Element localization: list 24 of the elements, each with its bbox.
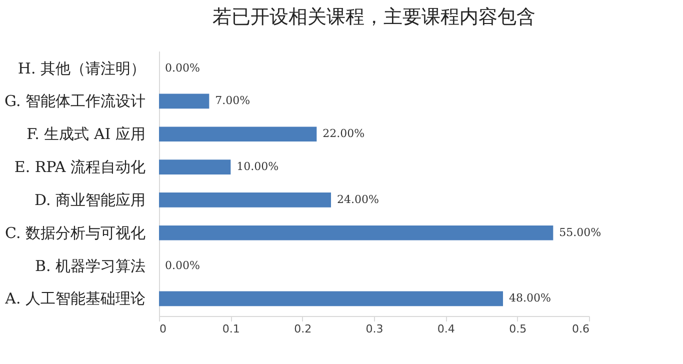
data-label: 10.00% [236, 160, 279, 174]
data-label: 0.00% [165, 258, 200, 272]
y-tick-label: A. 人工智能基础理论 [4, 290, 146, 308]
x-tick-label: 0.5 [509, 322, 527, 336]
data-label: 7.00% [215, 94, 250, 108]
chart-title: 若已开设相关课程，主要课程内容包含 [212, 6, 536, 28]
y-tick-label: D. 商业智能应用 [34, 190, 146, 209]
x-tick-label: 0 [160, 322, 166, 336]
y-tick-label: E. RPA 流程自动化 [14, 158, 146, 176]
data-label: 0.00% [165, 61, 200, 74]
data-label: 48.00% [509, 292, 551, 305]
y-tick-label: G. 智能体工作流设计 [4, 92, 146, 110]
x-tick-label: 0.1 [222, 322, 240, 336]
x-tick-label: 0.3 [366, 322, 384, 336]
data-label: 55.00% [559, 226, 602, 239]
y-tick-label: C. 数据分析与可视化 [5, 224, 146, 242]
x-tick-label: 0.6 [572, 322, 590, 336]
y-tick-label: B. 机器学习算法 [34, 256, 146, 275]
data-label: 22.00% [322, 127, 365, 140]
x-tick-label: 0.2 [294, 322, 312, 336]
data-label: 24.00% [337, 192, 379, 206]
y-tick-label: F. 生成式 AI 应用 [26, 125, 146, 144]
x-tick-label: 0.4 [437, 322, 455, 336]
y-tick-label: H. 其他（请注明） [18, 59, 146, 78]
